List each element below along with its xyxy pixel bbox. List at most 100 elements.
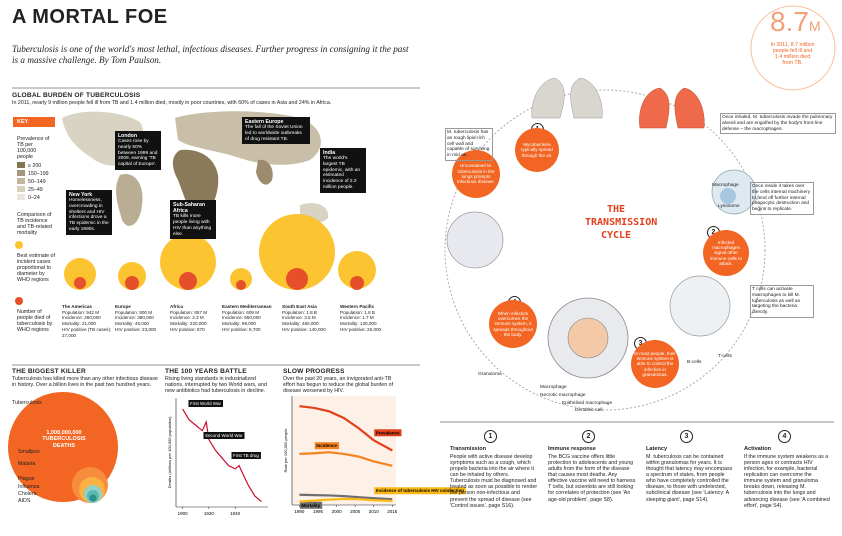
- region: The Americas Population: 942 M Incidence: …: [62, 304, 118, 338]
- region-row: HIV positive: 26,000: [340, 326, 382, 332]
- x-tick-label: 1900: [178, 511, 189, 516]
- callout-title: London: [118, 133, 138, 139]
- region-row: Mortality: 21,000: [62, 321, 96, 327]
- region-row: HIV positive: 23,000: [115, 326, 157, 332]
- region-name: Africa: [170, 304, 184, 309]
- annotation: Second World War: [205, 433, 243, 438]
- key-title: KEY: [17, 119, 29, 125]
- section-text: Rising living standards in industrialize…: [165, 376, 267, 395]
- cycle-note: Once inhaled, M. tuberculosis invade the…: [720, 113, 836, 135]
- killer-label: Smallpox: [18, 449, 40, 455]
- cycle-label: Macrophage: [712, 183, 739, 188]
- section-title: THE 100 YEARS BATTLE: [165, 368, 247, 375]
- x-tick-label: 1995: [313, 509, 324, 514]
- section-text: Tuberculosis has killed more than any ot…: [12, 376, 158, 389]
- x-tick-label: 2005: [350, 509, 361, 514]
- callout: London Cases rose by nearly 50% between 1…: [115, 131, 161, 170]
- key-swatch: [17, 178, 25, 184]
- legend-tag: [299, 501, 323, 509]
- x-tick-label: 2015: [387, 509, 398, 514]
- stage-badge: 4: [778, 430, 791, 443]
- section-title: GLOBAL BURDEN OF TUBERCULOSIS: [12, 92, 141, 99]
- killer-label: AIDS: [18, 498, 31, 504]
- line: [299, 493, 393, 501]
- cycle-bubble: Uncontained M. tuberculosis in the lungs…: [452, 150, 500, 198]
- cycle-label: B-cells: [687, 360, 702, 365]
- stat-unit: M: [808, 18, 821, 34]
- incidence-bubbles: [15, 214, 376, 305]
- line: [182, 408, 262, 503]
- region-row: Incidence: 380,000: [115, 315, 154, 321]
- region: Europe Population: 900 M Incidence: 380,00…: [115, 304, 171, 333]
- y-axis-label: Rate per 100,000 people: [283, 428, 288, 473]
- stat-value: 8.7M: [770, 6, 821, 38]
- series-label: Incidence: [316, 443, 337, 448]
- charts: 1900 1920 1940 Deaths (millions per 100,000…: [167, 396, 466, 516]
- region-row: Incidence: 2.3 M: [170, 315, 204, 321]
- region-row: Mortality: 45,000: [115, 321, 149, 327]
- line: [299, 451, 393, 467]
- key-text: Prevalence of TB per 100,000 people: [17, 136, 50, 161]
- cycle-label: Necrotic macrophage: [540, 393, 586, 398]
- annotation-tag: [188, 400, 224, 407]
- cycle-bubble: When infection overcomes the immune syst…: [489, 300, 537, 348]
- stage-badge: 2: [582, 430, 595, 443]
- callout: Eastern Europe The fall of the Soviet Uni…: [242, 117, 310, 145]
- section-title: THE BIGGEST KILLER: [12, 368, 86, 375]
- series-label: Incidence of tuberculosis HIV coinfectio…: [376, 488, 465, 493]
- x-tick-label: 1990: [294, 509, 305, 514]
- stat-number: 8.7: [770, 6, 809, 37]
- annotation: First World War: [190, 401, 222, 406]
- region-row: HIV positive: 8,700: [222, 326, 261, 332]
- callout-text: TB kills more people living with HIV tha…: [173, 214, 212, 237]
- key-swatch: [17, 162, 25, 168]
- stage-badge: 3: [680, 430, 693, 443]
- key-text: Number of people died of tuberculosis by…: [17, 309, 53, 334]
- cycle-label: Lysosome: [718, 204, 740, 209]
- line: [299, 405, 393, 452]
- stage-title: Transmission: [450, 446, 487, 452]
- region-row: Population: 609 M: [222, 309, 260, 315]
- region-name: The Americas: [62, 304, 92, 309]
- region-name: Eastern Mediterranean: [222, 304, 272, 309]
- callout-title: India: [323, 150, 336, 156]
- section-text: In 2011, nearly 9 million people fell il…: [12, 100, 332, 106]
- callout-text: Cases rose by nearly 50% between 1999 an…: [118, 139, 158, 168]
- key-swatch: [17, 170, 25, 176]
- cycle-art: [444, 77, 766, 411]
- cycle-bubble: Infected macrophages signal other immune…: [703, 230, 749, 276]
- cycle-label: T-cells: [718, 354, 732, 359]
- region-row: Population: 942 M: [62, 309, 100, 315]
- key-label: 150–199: [28, 170, 49, 177]
- stat-text: In 2011, 8.7 million people fell ill and…: [770, 42, 815, 67]
- region-row: Incidence: 3.5 M: [282, 315, 316, 321]
- cycle-label: Macrophage: [540, 385, 567, 390]
- killer-label: Malaria: [18, 461, 36, 467]
- region-name: South East Asia: [282, 304, 317, 309]
- killer-label: Influenza: [18, 484, 40, 490]
- stage-badge: 1: [484, 430, 497, 443]
- region-row: Incidence: 260,000: [62, 315, 101, 321]
- cycle-note: Once inside it takes over the cells inte…: [750, 182, 814, 215]
- region-row: HIV positive: 870: [170, 326, 205, 332]
- key-label: ≥ 200: [28, 162, 42, 169]
- stat-ring: [750, 5, 836, 91]
- region: South East Asia Population: 1.8 B Incidenc…: [282, 304, 338, 333]
- callout-text: The world's largest TB epidemic, with an…: [323, 156, 361, 190]
- key-text: Best estimate of incident cases proporti…: [17, 253, 55, 284]
- callout: Sub-Saharan Africa TB kills more people l…: [170, 200, 216, 240]
- region-name: Western Pacific: [340, 304, 375, 309]
- big-label: 1,000,000,000 TUBERCULOSIS DEATHS: [42, 430, 86, 449]
- x-tick-label: 2000: [332, 509, 343, 514]
- stage-text: The BCG vaccine offers little protection…: [548, 454, 636, 503]
- stage-text: If the immune system weakens as a person…: [744, 454, 830, 509]
- region-row: Incidence: 650,000: [222, 315, 261, 321]
- annotation-tag: [231, 452, 261, 459]
- key-label: 25–49: [28, 186, 43, 193]
- cycle-label: Granuloma: [478, 372, 502, 377]
- series-label: Prevalence: [376, 430, 400, 435]
- killer-label: Plague: [18, 476, 35, 482]
